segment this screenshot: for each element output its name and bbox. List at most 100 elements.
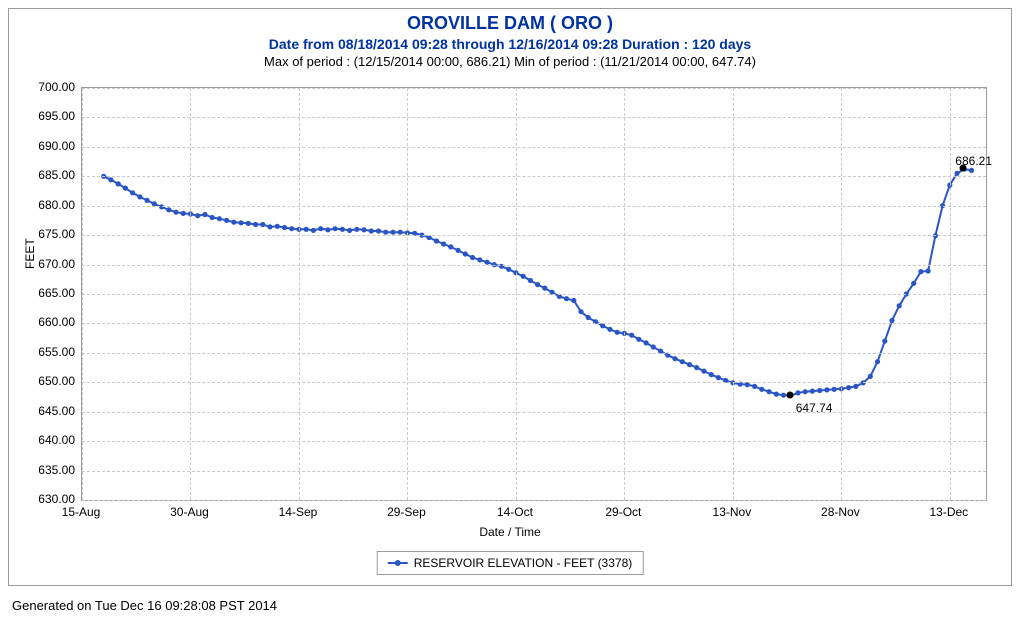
series-marker	[239, 220, 244, 225]
series-marker	[716, 375, 721, 380]
y-tick-label: 630.00	[15, 492, 75, 506]
series-marker	[578, 309, 583, 314]
series-marker	[470, 255, 475, 260]
chart-titles: OROVILLE DAM ( ORO ) Date from 08/18/201…	[9, 9, 1011, 69]
series-marker	[282, 225, 287, 230]
series-marker	[202, 212, 207, 217]
series-marker	[506, 267, 511, 272]
x-tick-label: 29-Sep	[387, 505, 426, 519]
x-tick-label: 14-Oct	[497, 505, 533, 519]
series-marker	[911, 281, 916, 286]
x-tick-label: 13-Nov	[713, 505, 752, 519]
series-marker	[774, 392, 779, 397]
series-marker	[889, 318, 894, 323]
series-marker	[694, 365, 699, 370]
series-marker	[137, 194, 142, 199]
series-marker	[853, 384, 858, 389]
series-marker	[217, 216, 222, 221]
series-marker	[535, 282, 540, 287]
x-tick-label: 30-Aug	[170, 505, 209, 519]
series-marker	[116, 181, 121, 186]
legend-swatch	[388, 558, 408, 568]
min-annotation-label: 647.74	[796, 401, 833, 415]
series-marker	[195, 213, 200, 218]
series-marker	[181, 211, 186, 216]
series-marker	[817, 388, 822, 393]
series-marker	[680, 359, 685, 364]
series-marker	[969, 168, 974, 173]
y-tick-label: 685.00	[15, 168, 75, 182]
y-tick-label: 635.00	[15, 463, 75, 477]
series-marker	[456, 248, 461, 253]
series-marker	[123, 186, 128, 191]
series-marker	[434, 238, 439, 243]
min-annotation-marker	[786, 391, 793, 398]
series-marker	[810, 389, 815, 394]
series-marker	[246, 221, 251, 226]
series-marker	[253, 222, 258, 227]
series-marker	[166, 207, 171, 212]
y-tick-label: 650.00	[15, 374, 75, 388]
y-tick-label: 670.00	[15, 257, 75, 271]
legend-label: RESERVOIR ELEVATION - FEET (3378)	[414, 556, 633, 570]
series-marker	[383, 230, 388, 235]
series-marker	[897, 303, 902, 308]
x-tick-label: 14-Sep	[279, 505, 318, 519]
series-marker	[803, 389, 808, 394]
series-marker	[586, 315, 591, 320]
y-tick-label: 680.00	[15, 198, 75, 212]
series-marker	[318, 226, 323, 231]
series-marker	[130, 190, 135, 195]
series-marker	[926, 268, 931, 273]
x-axis-label: Date / Time	[9, 525, 1011, 539]
y-tick-label: 695.00	[15, 109, 75, 123]
series-marker	[875, 359, 880, 364]
series-marker	[687, 362, 692, 367]
series-marker	[918, 269, 923, 274]
series-marker	[752, 384, 757, 389]
series-marker	[766, 389, 771, 394]
series-marker	[846, 385, 851, 390]
series-marker	[607, 327, 612, 332]
series-marker	[260, 222, 265, 227]
x-tick-label: 29-Oct	[605, 505, 641, 519]
series-marker	[354, 227, 359, 232]
series-marker	[759, 387, 764, 392]
generated-footer: Generated on Tue Dec 16 09:28:08 PST 201…	[12, 598, 1016, 613]
series-marker	[824, 387, 829, 392]
series-marker	[463, 251, 468, 256]
series-marker	[361, 227, 366, 232]
series-marker	[390, 230, 395, 235]
series-marker	[333, 226, 338, 231]
series-marker	[304, 227, 309, 232]
series-marker	[644, 340, 649, 345]
x-tick-label: 15-Aug	[62, 505, 101, 519]
series-marker	[267, 224, 272, 229]
chart-frame: OROVILLE DAM ( ORO ) Date from 08/18/201…	[8, 8, 1012, 586]
series-marker	[325, 227, 330, 232]
series-marker	[347, 228, 352, 233]
chart-minmax: Max of period : (12/15/2014 00:00, 686.2…	[9, 54, 1011, 69]
y-tick-label: 640.00	[15, 433, 75, 447]
series-marker	[955, 171, 960, 176]
x-tick-label: 28-Nov	[821, 505, 860, 519]
series-marker	[615, 330, 620, 335]
series-marker	[376, 228, 381, 233]
series-marker	[795, 390, 800, 395]
y-tick-label: 655.00	[15, 345, 75, 359]
series-marker	[672, 356, 677, 361]
series-marker	[636, 337, 641, 342]
y-tick-label: 645.00	[15, 404, 75, 418]
y-tick-label: 665.00	[15, 286, 75, 300]
series-marker	[868, 374, 873, 379]
series-marker	[173, 210, 178, 215]
series-marker	[108, 177, 113, 182]
series-marker	[564, 296, 569, 301]
series-marker	[701, 369, 706, 374]
series-marker	[231, 220, 236, 225]
x-tick-label: 13-Dec	[929, 505, 968, 519]
series-marker	[882, 339, 887, 344]
series-marker	[629, 333, 634, 338]
series-marker	[528, 278, 533, 283]
max-annotation-label: 686.21	[955, 154, 992, 168]
